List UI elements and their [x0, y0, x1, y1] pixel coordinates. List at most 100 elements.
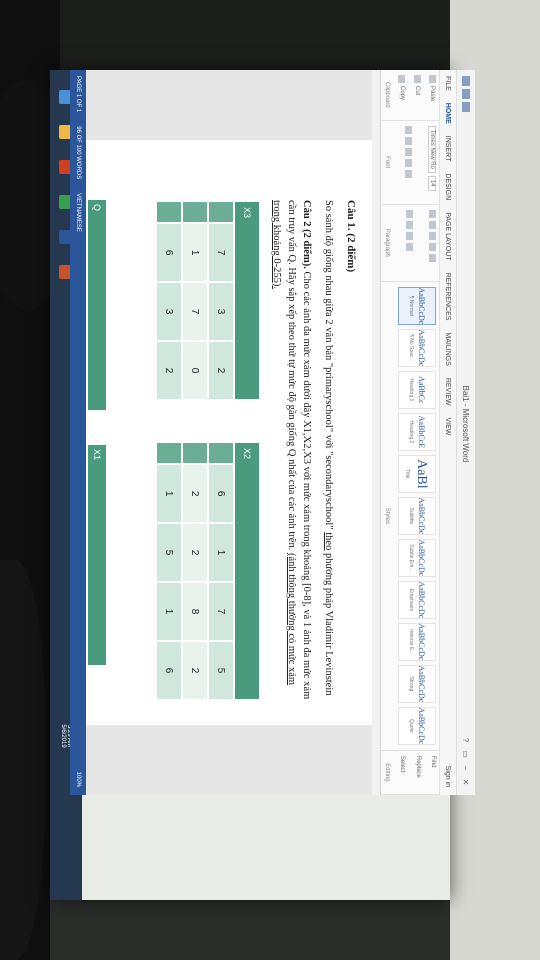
style-sample: AaBbCcDc — [417, 581, 426, 619]
style-option[interactable]: AaBbCcDc Strong — [398, 664, 436, 703]
cut-icon[interactable] — [413, 75, 421, 83]
style-name: Subtitle — [408, 507, 414, 525]
tab-insert[interactable]: INSERT — [444, 135, 452, 162]
table-x1-header: X1 — [88, 445, 106, 665]
style-sample: AaBbCcDc — [417, 497, 426, 535]
select-button[interactable]: Select — [399, 755, 406, 773]
table-cell: 1 — [156, 582, 182, 642]
table-cell: 2 — [208, 341, 234, 401]
start-icon[interactable] — [59, 90, 73, 104]
table-x1-label: X1 — [92, 449, 102, 461]
style-option[interactable]: AaBbCcE Heading 2 — [398, 412, 436, 451]
table-cell: 6 — [208, 464, 234, 524]
language-indicator[interactable]: VIETNAMESE — [75, 193, 81, 232]
table-x3-label: X3 — [234, 201, 260, 401]
italic-icon[interactable] — [405, 136, 413, 145]
redo-icon[interactable] — [462, 102, 470, 112]
app-icon[interactable] — [59, 195, 73, 209]
style-name: ¶ Normal — [408, 295, 414, 316]
word-window: Bai1 - Microsoft Word ? ▭ – ✕ FILE HOME … — [70, 70, 475, 795]
document-page[interactable]: Câu 1. (2 điểm) So sánh độ giống nhau gi… — [82, 140, 372, 725]
align-left-icon[interactable] — [406, 209, 413, 218]
table-cell: 2 — [156, 341, 182, 401]
tab-mailings[interactable]: MAILINGS — [444, 332, 452, 366]
replace-button[interactable]: Replace — [414, 755, 421, 778]
font-size-select[interactable]: 14 — [428, 175, 436, 191]
bullets-icon[interactable] — [429, 209, 436, 218]
style-option[interactable]: AaBbCcDc ¶ Normal — [398, 286, 436, 325]
style-option[interactable]: AaBbCcDc Subtitle — [398, 496, 436, 535]
copy-button[interactable]: Copy — [398, 86, 405, 101]
group-label-editing: Editing — [384, 763, 391, 782]
font-family-select[interactable]: Times New Ro — [428, 125, 436, 173]
style-name: ¶ No Spac... — [408, 334, 414, 362]
styles-group: AaBbCcDc ¶ Normal AaBbCcDc ¶ No Spac... AaBb… — [381, 281, 439, 751]
tab-references[interactable]: REFERENCES — [444, 272, 452, 321]
table-cell: 2 — [182, 641, 208, 700]
style-sample: AaBbCcDc — [417, 539, 426, 577]
style-option[interactable]: AaBbCcDc Emphasis — [398, 580, 436, 619]
style-name: Subtle Em... — [408, 544, 414, 572]
justify-icon[interactable] — [406, 242, 413, 251]
table-q-label: Q — [92, 204, 102, 212]
align-center-icon[interactable] — [406, 220, 413, 229]
indent-icon[interactable] — [429, 231, 436, 240]
tab-review[interactable]: REVIEW — [444, 377, 452, 406]
powerpoint-icon[interactable] — [59, 265, 73, 279]
tab-design[interactable]: DESIGN — [444, 173, 452, 201]
help-button[interactable]: ? — [461, 737, 471, 743]
tab-file[interactable]: FILE — [444, 76, 452, 91]
word-icon[interactable] — [59, 230, 73, 244]
group-label-paragraph: Paragraph — [384, 228, 390, 257]
close-button[interactable]: ✕ — [461, 778, 471, 786]
paste-icon[interactable] — [429, 75, 436, 83]
font-group: Times New Ro 14 Font — [381, 120, 439, 205]
editing-group: Find Replace Select Editing — [381, 750, 439, 795]
style-option[interactable]: AaBbCcDc Subtle Em... — [398, 538, 436, 577]
floor — [50, 895, 450, 960]
restore-button[interactable]: ▭ — [461, 750, 471, 758]
browser-icon[interactable] — [59, 160, 73, 174]
folder-icon[interactable] — [59, 125, 73, 139]
numbering-icon[interactable] — [429, 220, 436, 229]
bold-icon[interactable] — [405, 125, 413, 134]
tab-home[interactable]: HOME — [444, 102, 452, 124]
undo-icon[interactable] — [462, 89, 470, 99]
tab-view[interactable]: VIEW — [444, 417, 452, 436]
style-option[interactable]: AaBbCcDc ¶ No Spac... — [398, 328, 436, 367]
sign-in-link[interactable]: Sign in — [444, 765, 452, 787]
word-count[interactable]: 96 OF 100 WORDS — [75, 126, 81, 180]
tab-page-layout[interactable]: PAGE LAYOUT — [444, 212, 452, 261]
style-sample: AaBbCc — [417, 376, 426, 404]
style-option[interactable]: AaBbCc Heading 1 — [398, 370, 436, 409]
person-silhouette-lower — [0, 560, 45, 960]
cut-button[interactable]: Cut — [414, 86, 421, 96]
style-sample: AaBbCcDc — [417, 707, 426, 745]
sort-icon[interactable] — [429, 242, 436, 251]
status-bar: PAGE 1 OF 1 96 OF 100 WORDS VIETNAMESE 1… — [70, 70, 86, 795]
pilcrow-icon[interactable] — [429, 253, 436, 262]
save-icon[interactable] — [462, 76, 470, 86]
underline-icon[interactable] — [405, 147, 413, 156]
style-option[interactable]: AaBbCcDc Quote — [398, 706, 436, 745]
find-button[interactable]: Find — [430, 755, 436, 768]
page-indicator[interactable]: PAGE 1 OF 1 — [75, 76, 81, 113]
style-name: Heading 1 — [408, 378, 414, 402]
strikethrough-icon[interactable] — [405, 158, 413, 167]
align-right-icon[interactable] — [406, 231, 413, 240]
table-cell: 7 — [208, 582, 234, 642]
style-option[interactable]: AaBl Title — [398, 454, 436, 493]
style-sample: AaBbCcDc — [417, 665, 426, 703]
zoom-level[interactable]: 100% — [75, 771, 81, 787]
paste-button[interactable]: Paste — [429, 86, 436, 102]
question-1-heading: Câu 1. (2 điểm) — [345, 200, 357, 273]
font-color-icon[interactable] — [405, 169, 413, 178]
table-cell: 1 — [208, 523, 234, 583]
style-sample: AaBl — [414, 459, 430, 489]
paragraph-group: Paragraph — [381, 204, 439, 282]
table-cell: 3 — [156, 282, 182, 342]
document-area: Câu 1. (2 điểm) So sánh độ giống nhau gi… — [82, 70, 372, 795]
style-option[interactable]: AaBbCcDc Intense E... — [398, 622, 436, 661]
copy-icon[interactable] — [398, 75, 406, 83]
minimize-button[interactable]: – — [461, 765, 471, 771]
